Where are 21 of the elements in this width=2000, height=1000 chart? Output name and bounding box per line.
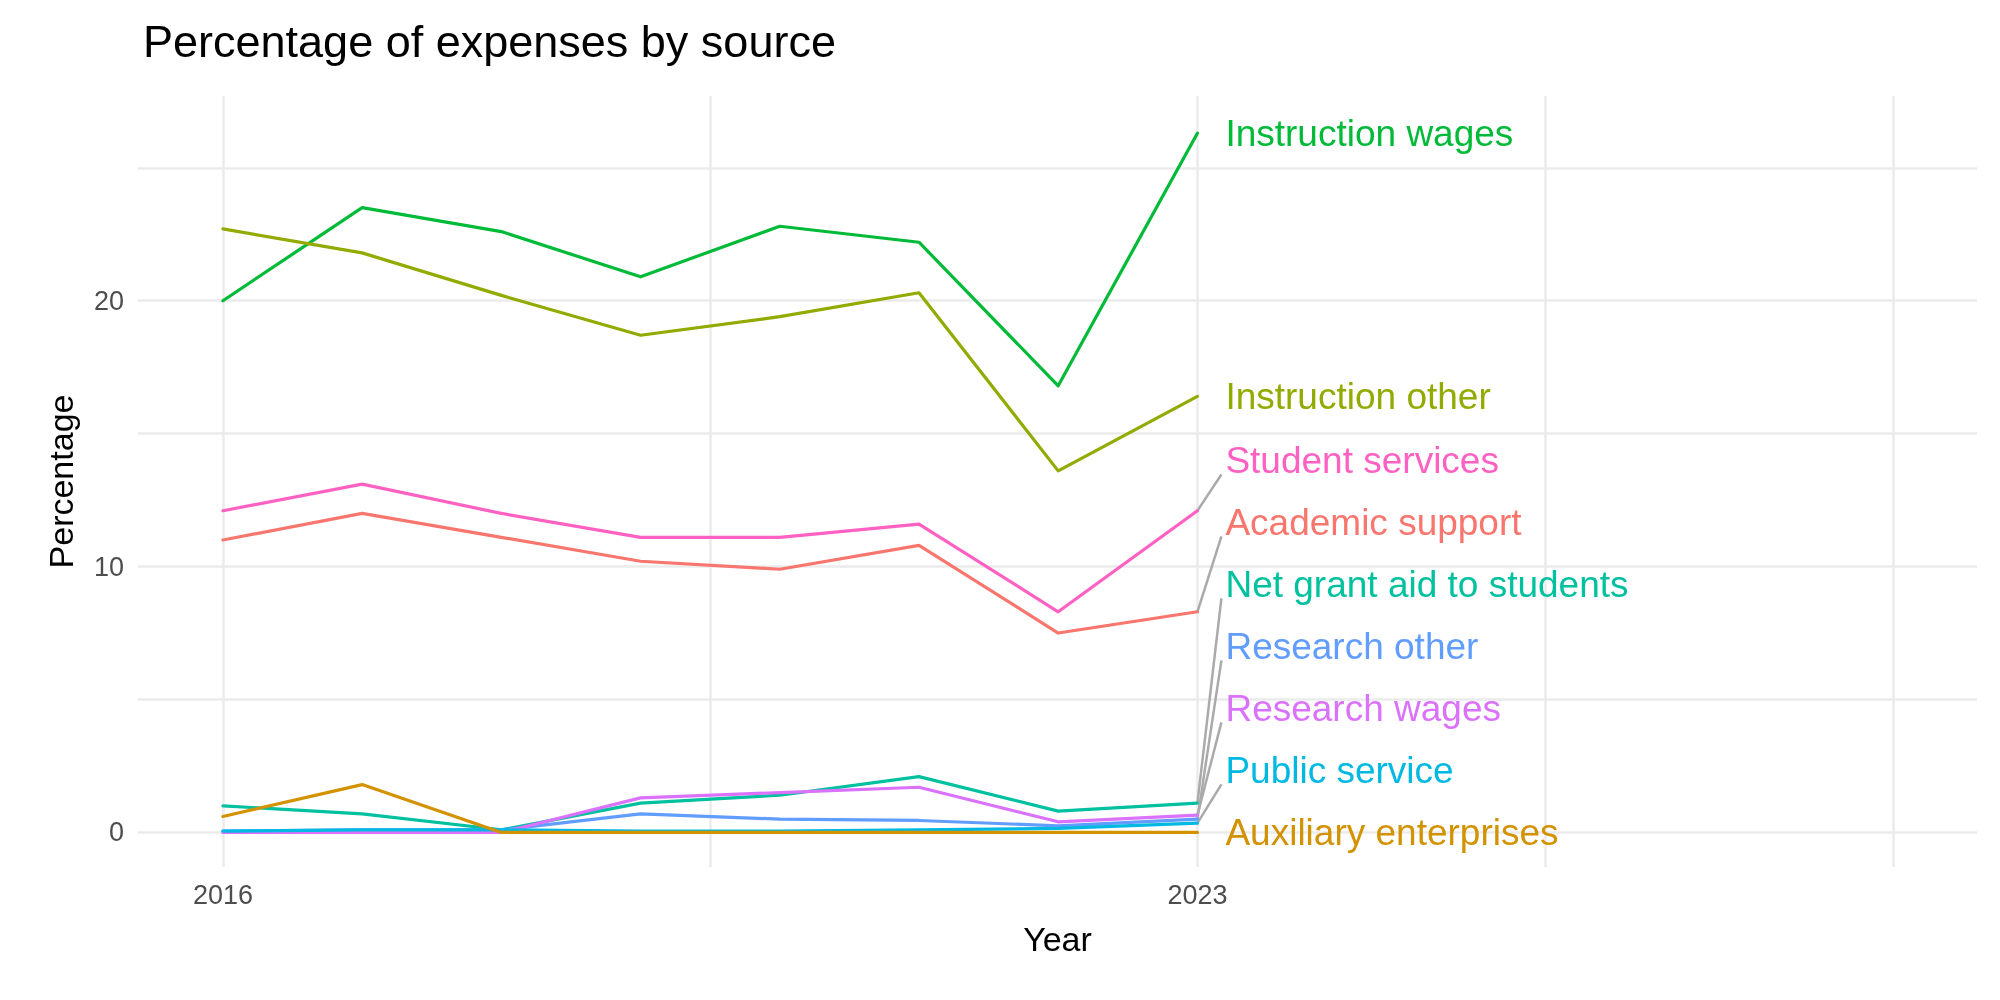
series-label: Public service xyxy=(1225,749,1454,791)
text: Net grant aid to students xyxy=(1225,563,1629,605)
chart-title: Percentage of expenses by source xyxy=(143,16,836,67)
line-series xyxy=(221,482,1200,614)
line-series xyxy=(221,227,1200,473)
y-tick-label: 0 xyxy=(108,817,124,848)
x-tick-label: 2016 xyxy=(192,879,253,910)
x-axis-title: Year xyxy=(1023,920,1092,958)
line-series xyxy=(221,131,1200,388)
series-label: Student services xyxy=(1225,439,1499,481)
y-axis-title: Percentage xyxy=(42,394,80,569)
y-tick-label: 10 xyxy=(93,551,124,582)
x-tick-label: 2023 xyxy=(1167,879,1228,910)
y-tick-label: 20 xyxy=(93,285,124,316)
line-series xyxy=(221,511,1200,635)
series-label: Auxiliary enterprises xyxy=(1225,811,1559,853)
series-label: Instruction other xyxy=(1225,375,1491,417)
text: Research wages xyxy=(1225,687,1501,729)
series-label: Instruction wages xyxy=(1225,112,1514,154)
text: Academic support xyxy=(1225,501,1523,543)
text: Research other xyxy=(1225,625,1479,667)
